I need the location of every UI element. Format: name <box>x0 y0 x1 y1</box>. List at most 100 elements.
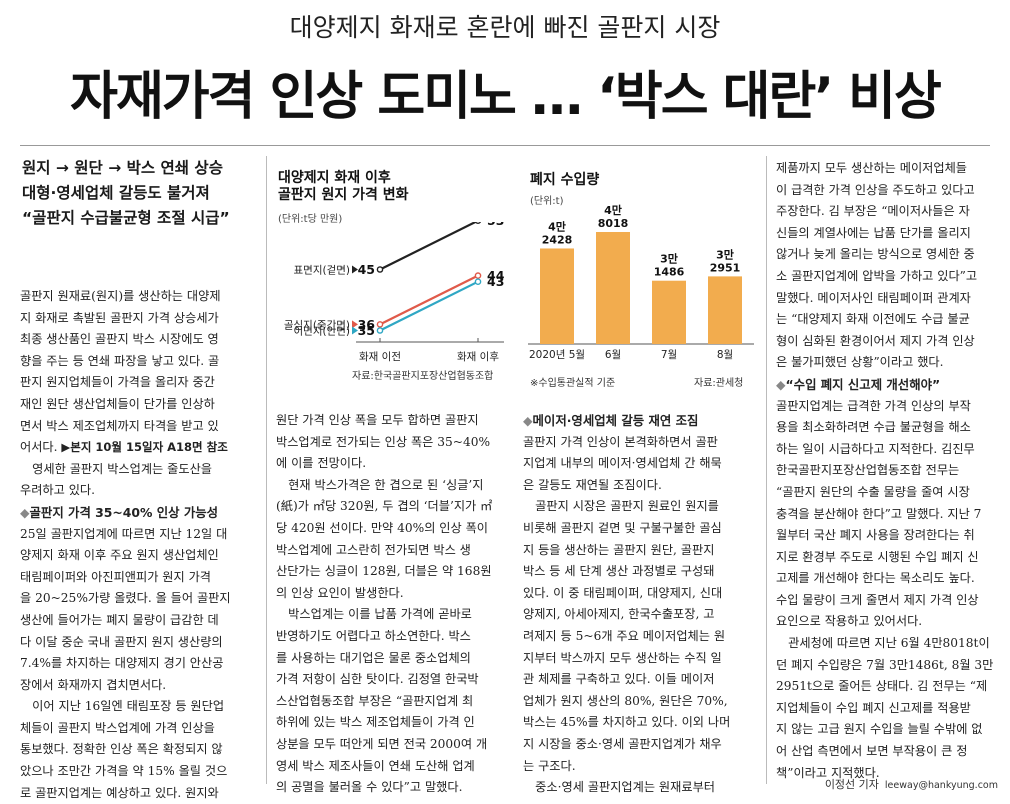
section-heading: ◆골판지 가격 35~40% 인상 가능성 <box>20 502 260 524</box>
bar-chart-source: 자료:관세청 <box>694 378 744 389</box>
text-line: 장에서 화재까지 겹치면서다. <box>20 677 167 692</box>
series-line-2 <box>379 274 479 326</box>
text-line: 을 20~25%가량 올렸다. 올 들어 골판지 <box>20 591 231 606</box>
text-line: 어서다. ▶본지 10월 15일자 A18면 참조 <box>20 437 260 459</box>
reporter-name: 이정선 기자 <box>824 778 879 791</box>
text-line: 지 않는 고급 원지 수입을 늘릴 수밖에 없 <box>776 722 983 737</box>
start-value-label: 35 <box>358 323 375 338</box>
text-line: 골판지 가격 인상이 본격화하면서 골판 <box>523 434 718 449</box>
text-line: (紙)가 ㎡당 320원, 두 겹의 ‘더블’지가 ㎡ <box>276 499 493 514</box>
text-line: 형이 심화된 환경이어서 제지 가격 인상 <box>776 333 975 348</box>
series-label: 골심지(중간면) <box>284 319 350 331</box>
text-line: 양제지, 아세아제지, 한국수출포장, 고 <box>523 607 715 622</box>
text-line: 비롯해 골판지 겉면 및 구불구불한 골심 <box>523 520 722 535</box>
text-line: 은 불가피했던 상황”이라고 했다. <box>776 355 944 370</box>
article-column-4: 제품까지 모두 생산하는 메이저업체들 이 급격한 가격 인상을 주도하고 있다… <box>776 158 1000 784</box>
text-line: 현재 박스가격은 한 겹으로 된 ‘싱글’지 <box>276 477 484 492</box>
data-point <box>376 327 384 334</box>
text-line: 은 갈등도 재연될 조짐이다. <box>523 477 662 492</box>
bar <box>708 276 742 344</box>
text-line: 지 등을 생산하는 골판지 원단, 골판지 <box>523 542 715 557</box>
x-axis-label: 화재 이후 <box>457 351 499 363</box>
related-article-reference[interactable]: ▶본지 10월 15일자 A18면 참조 <box>61 440 228 455</box>
text-line: 지부터 박스까지 모두 생산하는 수직 일 <box>523 650 722 665</box>
text-line: 재인 원단 생산업체들이 단가를 인상하 <box>20 396 215 411</box>
line-chart-source: 자료:한국골판지포장산업협동조합 <box>352 371 494 382</box>
text-line: 지업체들이 수입 폐지 신고제를 적용받 <box>776 700 971 715</box>
bar <box>596 232 630 344</box>
text-line: 2951t으로 줄어든 상태다. 김 전무는 “제 <box>776 679 988 694</box>
text-line: 지업계 내부의 메이저·영세업체 간 해묵 <box>523 456 722 471</box>
text-line: 박스업계는 이를 납품 가격에 곧바로 <box>276 607 472 622</box>
text-line: 향을 주는 등 연쇄 파장을 낳고 있다. 골 <box>20 353 220 368</box>
diamond-icon: ◆ <box>776 376 786 392</box>
diamond-icon: ◆ <box>20 504 30 520</box>
text-line: 다 이달 중순 국내 골판지 원지 생산량의 <box>20 634 223 649</box>
text-line: 어 산업 측면에서 보면 부작용이 큰 정 <box>776 744 968 759</box>
subheadline-line: 원지 → 원단 → 박스 연쇄 상승 <box>22 159 223 177</box>
x-axis-label: 8월 <box>717 349 733 361</box>
headline-rule <box>20 145 990 146</box>
text-fragment: 어서다. <box>20 440 62 455</box>
text-line: 산단가는 싱글이 128원, 더블은 약 168원 <box>276 564 492 579</box>
text-line: 영세 박스 제조사들이 연쇄 도산해 업계 <box>276 758 475 773</box>
text-line: 업체가 원지 생산의 80%, 원단은 70%, <box>523 693 728 708</box>
text-line: 요인으로 작용하고 있어서다. <box>776 614 923 629</box>
section-heading: ◆“수입 폐지 신고제 개선해야” <box>776 374 1000 396</box>
text-line: 는 “대양제지 화재 이전에도 수급 불균 <box>776 312 970 327</box>
byline: 이정선 기자 leeway@hankyung.com <box>825 776 998 792</box>
series-line-3 <box>379 280 479 332</box>
bar-value-label: 4만 <box>548 219 566 233</box>
text-line: 우려하고 있다. <box>20 483 96 498</box>
bar-value-label: 4만 <box>604 203 622 217</box>
x-axis-label: 화재 이전 <box>359 351 401 363</box>
data-point <box>474 272 482 279</box>
text-line: 원단 가격 인상 폭을 모두 합하면 골판지 <box>276 413 479 427</box>
text-line: 골판지 원재료(원지)를 생산하는 대양제 <box>20 289 221 303</box>
text-line: 하위에 있는 박스 제조업체들이 가격 인 <box>276 715 475 730</box>
text-line: 가격 저항이 심한 탓이다. 김정열 한국박 <box>276 672 479 687</box>
reporter-email[interactable]: leeway@hankyung.com <box>884 780 998 791</box>
line-chart-title-1: 대양제지 화재 이후 <box>278 170 391 186</box>
bar-value-label: 3만 <box>716 247 734 261</box>
text-line: 았으나 조만간 가격을 약 15% 올릴 것으 <box>20 764 228 779</box>
text-line: 용을 최소화하려면 수급 불균형을 해소 <box>776 420 971 435</box>
x-axis-label: 7월 <box>661 349 677 361</box>
bar <box>540 248 574 344</box>
section-heading-text: “수입 폐지 신고제 개선해야” <box>785 376 941 392</box>
series-line-1 <box>379 222 478 271</box>
column-divider <box>766 156 767 784</box>
subheadline-line: “골판지 수급불균형 조절 시급” <box>22 209 230 227</box>
start-value-label: 45 <box>358 262 375 277</box>
data-point <box>474 278 482 286</box>
kicker: 대양제지 화재로 혼란에 빠진 골판지 시장 <box>289 13 721 42</box>
series-label: 표면지(겉면) <box>294 265 351 277</box>
text-line: 박스는 45%를 차지하고 있다. 이외 나머 <box>523 715 731 730</box>
text-line: 말했다. 메이저사인 태림페이퍼 관계자 <box>776 290 971 305</box>
line-chart-title-2: 골판지 원지 가격 변화 <box>278 187 409 203</box>
text-line: 려제지 등 5~6개 주요 메이저업체는 원 <box>523 628 726 643</box>
text-line: 체들이 골판지 박스업계에 가격 인상을 <box>20 720 215 735</box>
line-chart-unit: (단위:t당 만원) <box>278 214 343 225</box>
text-line: 면서 박스 제조업체까지 타격을 받고 있 <box>20 418 219 433</box>
text-line: 주장한다. 김 부장은 “메이저사들은 자 <box>776 204 970 219</box>
text-line: 최종 생산품인 골판지 박스 시장에도 영 <box>20 332 219 347</box>
series-pointer-icon <box>352 320 358 329</box>
start-value-label: 36 <box>358 317 376 332</box>
bar-chart-note: ※수입통관실적 기준 <box>530 378 616 389</box>
bar-chart-title: 폐지 수입량 <box>530 172 600 188</box>
text-line: 소 골판지업계에 압박을 가하고 있다”고 <box>776 268 978 283</box>
text-line: 중소·영세 골판지업계는 원재료부터 <box>523 780 715 795</box>
text-line: 의 공멸을 불러올 수 있다”고 말했다. <box>276 780 463 795</box>
text-line: 이 급격한 가격 인상을 주도하고 있다고 <box>776 182 975 197</box>
text-line: 7.4%를 차지하는 대양제지 경기 안산공 <box>20 656 224 671</box>
text-line: 는 구조다. <box>523 758 576 773</box>
article-column-1: 골판지 원재료(원지)를 생산하는 대양제 지 화재로 촉발된 골판지 가격 상… <box>20 286 260 804</box>
text-line: 반영하기도 어렵다고 하소연한다. 박스 <box>276 628 471 643</box>
text-line: 수입 물량이 크게 줄면서 제지 가격 인상 <box>776 592 979 607</box>
article-column-2: 원단 가격 인상 폭을 모두 합하면 골판지 박스업계로 전가되는 인상 폭은 … <box>276 410 502 799</box>
end-value-label: 53 <box>487 222 504 228</box>
diamond-icon: ◆ <box>523 413 533 428</box>
text-line: 제품까지 모두 생산하는 메이저업체들 <box>776 161 968 175</box>
